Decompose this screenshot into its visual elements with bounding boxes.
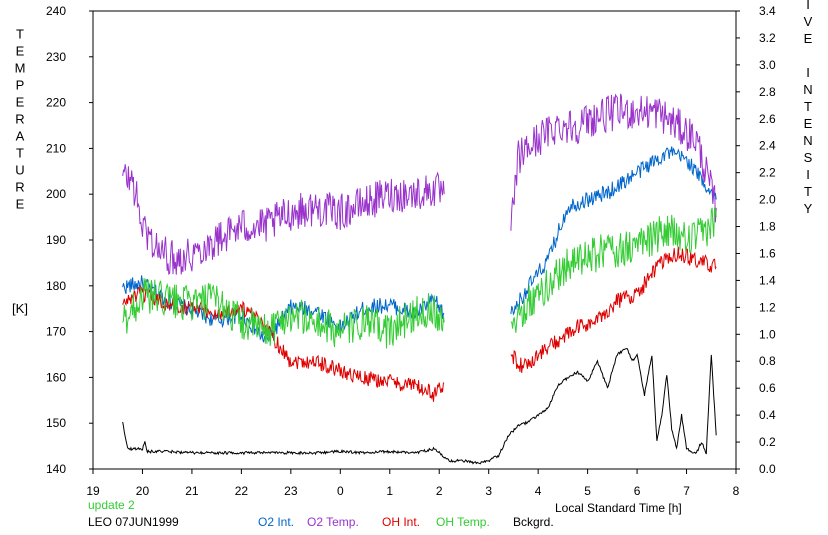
x-tick-label: 20 [136,484,150,498]
x-tick-label: 21 [185,484,199,498]
y2-tick-label: 2.0 [759,193,776,207]
y2-tick-label: 0.8 [759,354,776,368]
y2-tick-label: 1.8 [759,220,776,234]
station-date-label: LEO 07JUN1999 [88,515,179,529]
y2-tick-label: 0.0 [759,462,776,476]
y-axis-units: [K] [12,301,28,316]
y-tick-label: 140 [46,462,66,476]
y2-tick-label: 3.2 [759,31,776,45]
y2-tick-label: 1.4 [759,273,776,287]
y2-axis-label: RELATIVE INTENSITY [801,0,816,218]
y2-tick-label: 0.4 [759,408,776,422]
legend-oh-temp: OH Temp. [436,515,490,529]
x-tick-label: 4 [535,484,542,498]
x-tick-label: 1 [386,484,393,498]
y2-tick-label: 1.0 [759,327,776,341]
y2-tick-label: 2.8 [759,85,776,99]
y2-tick-label: 1.6 [759,246,776,260]
y-tick-label: 170 [46,325,66,339]
legend-oh-int: OH Int. [382,515,421,529]
y-tick-label: 220 [46,96,66,110]
x-tick-label: 2 [436,484,443,498]
y-tick-label: 200 [46,187,66,201]
y-tick-label: 230 [46,50,66,64]
x-tick-label: 3 [485,484,492,498]
series-line-o2-temp- [122,93,717,275]
series-line-bckgrd- [122,348,717,465]
x-tick-label: 7 [683,484,690,498]
x-tick-label: 5 [584,484,591,498]
legend-bckgrd: Bckgrd. [513,515,554,529]
legend-o2-temp: O2 Temp. [307,515,359,529]
x-tick-label: 6 [634,484,641,498]
y2-tick-label: 2.2 [759,166,776,180]
y-tick-label: 210 [46,141,66,155]
y-tick-label: 150 [46,416,66,430]
y2-tick-label: 2.6 [759,112,776,126]
x-tick-label: 0 [337,484,344,498]
y-axis-label: TEMPERATURE [13,27,28,214]
y2-tick-label: 1.2 [759,300,776,314]
y2-tick-label: 2.4 [759,139,776,153]
series-line-oh-temp- [122,207,717,349]
y2-tick-label: 3.4 [759,4,776,18]
y2-tick-label: 3.0 [759,58,776,72]
x-tick-label: 19 [86,484,100,498]
y-tick-label: 180 [46,279,66,293]
y-tick-label: 160 [46,370,66,384]
y-tick-label: 240 [46,4,66,18]
legend-o2-int: O2 Int. [258,515,295,529]
x-axis-label: Local Standard Time [h] [555,501,682,515]
y2-tick-label: 0.6 [759,381,776,395]
update-label: update 2 [88,498,135,512]
plot-frame [92,10,737,470]
x-tick-label: 22 [235,484,249,498]
x-tick-label: 8 [733,484,740,498]
x-tick-label: 23 [284,484,298,498]
y-tick-label: 190 [46,233,66,247]
y2-tick-label: 0.2 [759,435,776,449]
